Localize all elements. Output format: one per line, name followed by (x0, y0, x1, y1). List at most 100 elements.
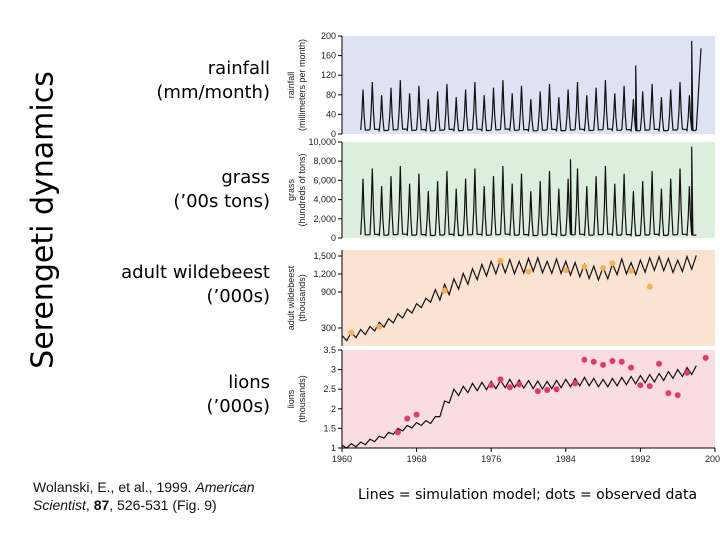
lions-label: lions (’000s) (206, 371, 270, 419)
observed-data-point (534, 388, 541, 395)
observed-data-point (572, 380, 579, 387)
y-tick-label: 0 (331, 129, 336, 139)
y-axis-label-line1: lions (286, 389, 296, 408)
y-tick-label: 3 (331, 365, 336, 375)
y-tick-label: 160 (321, 51, 336, 61)
panel-4: lions(thousands) 1 1.5 2 2.5 3 3.5 (286, 345, 715, 453)
y-tick-label: 80 (326, 90, 336, 100)
observed-data-point (488, 382, 495, 389)
observed-data-point (497, 257, 504, 264)
legend-note: Lines = simulation model; dots = observe… (358, 487, 698, 503)
observed-data-point (404, 415, 411, 422)
observed-data-point (656, 360, 663, 367)
panel-background (342, 36, 715, 134)
y-tick-label: 1 (331, 443, 336, 453)
panel-background (342, 250, 715, 346)
observed-data-point (581, 263, 588, 270)
y-tick-label: 8,000 (313, 156, 336, 166)
wildebeest-label-line1: adult wildebeest (121, 262, 270, 283)
observed-data-point (637, 382, 644, 389)
observed-data-point (684, 369, 691, 376)
y-tick-label: 1,500 (313, 251, 336, 261)
citation-sep: , (85, 497, 94, 513)
y-axis-label-line1: rainfall (286, 72, 296, 99)
y-tick-label: 300 (321, 323, 336, 333)
x-tick-label: 1992 (630, 454, 650, 464)
observed-data-point (581, 356, 588, 363)
panel-background (342, 350, 715, 448)
observed-data-point (702, 354, 709, 361)
slide-title: Serengeti dynamics (25, 71, 61, 369)
observed-data-point (618, 358, 625, 365)
y-tick-label: 120 (321, 70, 336, 80)
y-tick-label: 6,000 (313, 175, 336, 185)
citation-pages: , 526-531 (Fig. 9) (109, 497, 217, 513)
x-tick-label: 1960 (332, 454, 352, 464)
observed-data-point (628, 268, 635, 274)
y-axis-label: grass(hundreds of tons) (286, 153, 307, 226)
y-tick-label: 3.5 (323, 345, 336, 355)
x-tick-label: 2000 (705, 454, 720, 464)
observed-data-point (562, 267, 569, 274)
y-axis-label-line2: (thousands) (297, 375, 307, 423)
observed-data-point (609, 260, 616, 267)
citation-journal: American Scientist (33, 479, 255, 513)
observed-data-point (348, 329, 355, 336)
panel-3: adult wildebeest(thousands) 300 900 1,200 1,… (286, 250, 715, 346)
y-tick-label: 4,000 (313, 195, 336, 205)
grass-label: grass (’00s tons) (173, 166, 270, 214)
wildebeest-label-line2: (’000s) (206, 286, 270, 307)
y-tick-label: 2,000 (313, 214, 336, 224)
observed-data-point (497, 376, 504, 383)
rainfall-label-line2: (mm/month) (156, 82, 270, 103)
y-tick-label: 10,000 (308, 137, 336, 147)
simulation-line (341, 254, 697, 342)
y-tick-label: 200 (321, 31, 336, 41)
x-tick-label: 1976 (481, 454, 501, 464)
y-tick-label: 2 (331, 404, 336, 414)
observed-data-point (516, 381, 523, 388)
observed-data-point (376, 323, 383, 330)
observed-data-point (525, 268, 532, 275)
observed-data-point (590, 358, 597, 365)
simulation-line (341, 365, 697, 449)
y-tick-label: 2.5 (323, 384, 336, 394)
y-axis-label-line1: adult wildebeest (286, 265, 296, 330)
simulation-line (360, 146, 697, 237)
panel-2: grass(hundreds of tons) 0 2,000 4,000 6,000 8… (286, 137, 715, 243)
y-axis-label: adult wildebeest(thousands) (286, 265, 307, 330)
y-axis-label-line2: (millimeters per month) (297, 39, 307, 131)
citation-authors: Wolanski, E., et al., 1999. (33, 479, 196, 495)
serengeti-figure: rainfall(millimeters per month)040801201… (286, 31, 720, 464)
y-axis-label-line1: grass (286, 179, 296, 202)
rainfall-label-line1: rainfall (207, 58, 270, 79)
observed-data-point (646, 383, 653, 390)
observed-data-point (674, 392, 681, 399)
y-axis-label: lions(thousands) (286, 375, 307, 423)
observed-data-point (646, 283, 653, 290)
observed-data-point (506, 384, 513, 391)
observed-data-point (600, 361, 607, 368)
y-tick-label: 900 (321, 287, 336, 297)
lions-label-line1: lions (228, 372, 270, 393)
y-axis-label: rainfall(millimeters per month) (286, 39, 307, 131)
citation: Wolanski, E., et al., 1999. American Sci… (33, 478, 303, 514)
wildebeest-label: adult wildebeest (’000s) (121, 261, 270, 309)
slide-title-container: Serengeti dynamics (8, 0, 78, 440)
lions-label-line2: (’000s) (206, 396, 270, 417)
y-tick-label: 1.5 (323, 423, 336, 433)
observed-data-point (553, 386, 560, 393)
y-tick-label: 0 (331, 233, 336, 243)
observed-data-point (413, 411, 420, 418)
observed-data-point (628, 364, 635, 371)
observed-data-point (665, 390, 672, 397)
observed-data-point (609, 357, 616, 364)
grass-label-line1: grass (221, 167, 270, 188)
y-tick-label: 40 (326, 109, 336, 119)
citation-volume: 87 (93, 497, 110, 513)
x-tick-label: 1984 (556, 454, 576, 464)
x-tick-label: 1968 (407, 454, 427, 464)
panel-1: rainfall(millimeters per month) 0 40 80 120 1… (286, 31, 715, 139)
observed-data-point (441, 287, 448, 294)
y-tick-label: 1,200 (313, 269, 336, 279)
